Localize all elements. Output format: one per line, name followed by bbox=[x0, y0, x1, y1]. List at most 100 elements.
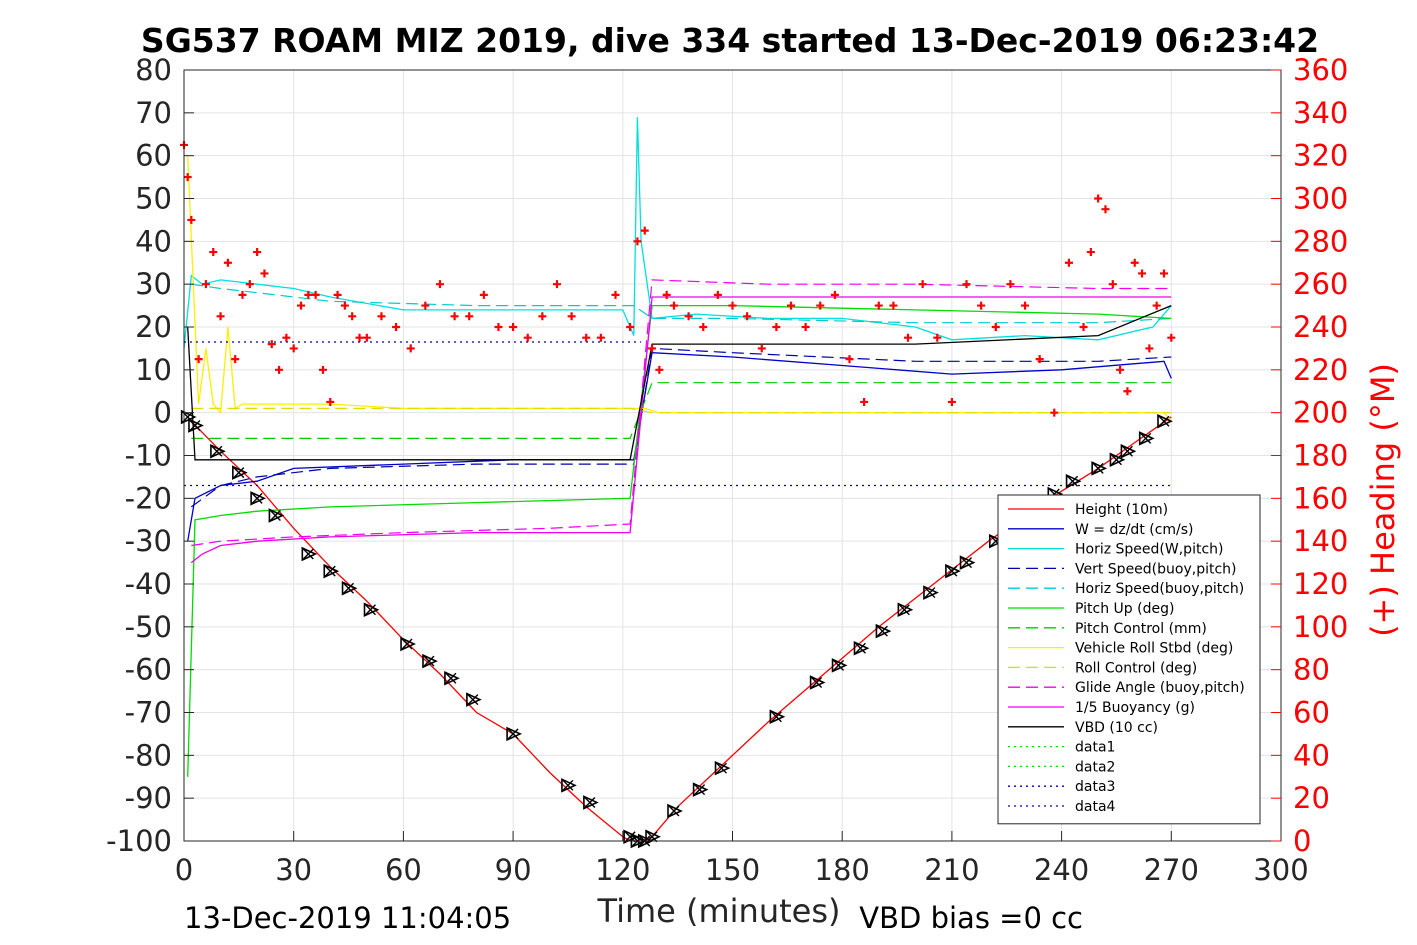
y2-tick-label: 0 bbox=[1293, 824, 1311, 858]
legend-label-12: data1 bbox=[1075, 740, 1115, 756]
y-tick-label: 10 bbox=[135, 353, 172, 387]
y-tick-label: -40 bbox=[125, 567, 172, 601]
heading-point bbox=[304, 290, 313, 299]
heading-point bbox=[333, 290, 342, 299]
depth-triangle bbox=[1120, 443, 1137, 459]
x-tick-label: 0 bbox=[175, 853, 193, 887]
heading-point bbox=[977, 301, 986, 310]
heading-point bbox=[816, 301, 825, 310]
heading-point bbox=[392, 323, 401, 331]
x-tick-label: 270 bbox=[1144, 853, 1199, 887]
heading-point bbox=[1152, 301, 1161, 310]
y2-tick-label: 220 bbox=[1293, 353, 1348, 387]
heading-point bbox=[801, 323, 810, 331]
heading-point bbox=[640, 226, 649, 235]
depth-point bbox=[506, 726, 523, 742]
y2-tick-label: 80 bbox=[1293, 653, 1330, 687]
depth-point bbox=[1157, 413, 1173, 429]
y2-tick-label: 200 bbox=[1293, 396, 1348, 430]
y2-tick-label: 40 bbox=[1293, 738, 1330, 772]
depth-triangle bbox=[1109, 452, 1126, 468]
heading-point bbox=[238, 290, 247, 299]
legend: Height (10m) W = dz/dt (cm/s) Horiz Speed(… bbox=[997, 494, 1261, 825]
depth-cross bbox=[364, 604, 376, 616]
depth-triangle bbox=[714, 760, 731, 776]
y2-tick-label: 280 bbox=[1293, 224, 1348, 258]
y-tick-label: -10 bbox=[125, 439, 172, 473]
depth-point bbox=[1065, 473, 1082, 489]
y2-tick-label: 160 bbox=[1293, 481, 1348, 515]
heading-point bbox=[479, 290, 488, 299]
depth-cross bbox=[1092, 462, 1104, 474]
depth-point bbox=[323, 563, 340, 579]
depth-point bbox=[667, 803, 683, 819]
heading-point bbox=[253, 248, 262, 257]
depth-triangle bbox=[232, 465, 248, 480]
depth-triangle bbox=[268, 508, 285, 523]
heading-point bbox=[830, 290, 839, 299]
depth-triangle bbox=[959, 555, 976, 570]
heading-point bbox=[626, 323, 635, 331]
depth-point bbox=[561, 778, 577, 793]
x-tick-label: 30 bbox=[275, 853, 312, 887]
depth-triangle bbox=[923, 585, 939, 600]
depth-cross bbox=[876, 625, 888, 637]
depth-cross bbox=[924, 587, 936, 599]
legend-label-1: W = dz/dt (cm/s) bbox=[1075, 522, 1194, 538]
depth-cross bbox=[898, 604, 910, 616]
series-line-11 bbox=[187, 304, 1172, 461]
depth-triangle bbox=[506, 726, 523, 742]
depth-cross bbox=[624, 831, 636, 843]
heading-point bbox=[1050, 408, 1059, 417]
depth-cross bbox=[423, 655, 435, 667]
series-line-10 bbox=[190, 296, 1172, 564]
legend-label-14: data3 bbox=[1075, 779, 1115, 795]
y-tick-label: 0 bbox=[154, 396, 172, 430]
depth-point bbox=[301, 546, 318, 562]
legend-label-7: Vehicle Roll Stbd (deg) bbox=[1075, 641, 1233, 657]
heading-point bbox=[596, 333, 605, 342]
heading-point bbox=[728, 301, 737, 310]
depth-point bbox=[692, 782, 709, 797]
heading-point bbox=[362, 333, 371, 342]
y2-tick-label: 60 bbox=[1293, 696, 1330, 730]
y2-tick-label: 100 bbox=[1293, 610, 1348, 644]
depth-point bbox=[831, 658, 848, 673]
x-tick-label: 150 bbox=[705, 853, 760, 887]
legend-label-0: Height (10m) bbox=[1075, 502, 1168, 518]
depth-triangle bbox=[769, 709, 786, 725]
depth-triangle bbox=[1157, 413, 1173, 429]
heading-point bbox=[904, 333, 913, 342]
heading-point bbox=[326, 397, 335, 406]
x-tick-label: 300 bbox=[1253, 853, 1308, 887]
depth-point bbox=[341, 581, 358, 596]
heading-point bbox=[260, 269, 269, 278]
depth-triangle bbox=[561, 778, 577, 793]
depth-cross bbox=[833, 659, 845, 671]
legend-label-11: VBD (10 cc) bbox=[1075, 720, 1158, 736]
depth-cross bbox=[1140, 432, 1152, 444]
heading-point bbox=[183, 173, 192, 182]
y-axis-right: 3603403203002802602402202001801601401201… bbox=[1271, 53, 1348, 858]
heading-point bbox=[201, 280, 210, 289]
heading-point bbox=[1064, 258, 1073, 267]
depth-triangle bbox=[400, 636, 416, 652]
depth-point bbox=[897, 602, 914, 617]
y2-tick-label: 180 bbox=[1293, 439, 1348, 473]
depth-triangle bbox=[645, 829, 661, 844]
heading-point bbox=[1145, 344, 1154, 353]
heading-point bbox=[1101, 205, 1110, 214]
depth-cross bbox=[811, 677, 823, 689]
legend-label-9: Glide Angle (buoy,pitch) bbox=[1075, 680, 1245, 696]
y-axis-left: 80 70 60 50 40 30 20 10 0 -10 -20 -30 -40 -50 -60 -70 -8… bbox=[106, 53, 194, 858]
depth-point bbox=[400, 636, 416, 652]
heading-point bbox=[494, 323, 503, 331]
depth-cross bbox=[233, 467, 245, 479]
heading-point bbox=[582, 333, 591, 342]
y-tick-label: 50 bbox=[135, 182, 172, 216]
depth-triangle bbox=[250, 491, 267, 506]
x-tick-label: 240 bbox=[1034, 853, 1089, 887]
depth-triangle bbox=[853, 640, 870, 656]
heading-point bbox=[275, 365, 284, 374]
depth-triangle bbox=[623, 829, 640, 844]
